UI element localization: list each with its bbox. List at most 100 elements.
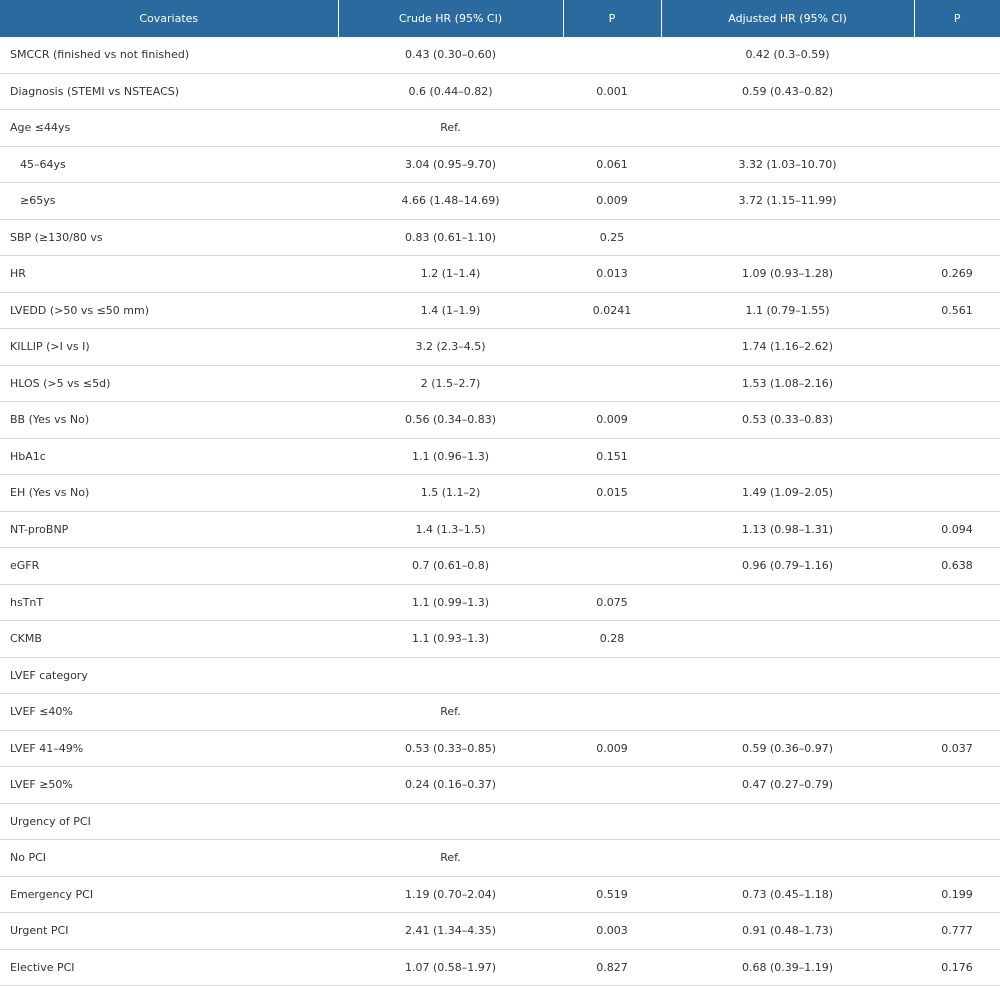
table-row: BB (Yes vs No) 0.56 (0.34–0.83) 0.009 0.53 … (0, 401, 1000, 439)
crude-hr-cell: 1.07 (0.58–1.97) (338, 949, 563, 986)
adjusted-hr-cell: 3.32 (1.03–10.70) (661, 146, 914, 183)
p-crude-cell: 0.015 (563, 474, 661, 512)
crude-hr-cell: Ref. (338, 109, 563, 147)
p-adjusted-cell (914, 182, 1000, 220)
p-crude-cell (563, 511, 661, 548)
adjusted-hr-cell: 1.49 (1.09–2.05) (661, 474, 914, 512)
p-crude-cell: 0.009 (563, 730, 661, 767)
p-crude-cell: 0.003 (563, 912, 661, 950)
header-covariates: Covariates (0, 0, 339, 37)
crude-hr-cell: 0.6 (0.44–0.82) (338, 73, 563, 110)
p-crude-cell: 0.0241 (563, 292, 661, 329)
table-row: 45–64ys 3.04 (0.95–9.70) 0.061 3.32 (1.03–1… (0, 146, 1000, 183)
table-body: SMCCR (finished vs not finished) 0.43 (0.… (0, 37, 1000, 986)
covariate-cell: KILLIP (>I vs I) (0, 328, 338, 366)
adjusted-hr-cell (661, 657, 914, 694)
crude-hr-cell: 0.7 (0.61–0.8) (338, 547, 563, 585)
p-adjusted-cell (914, 693, 1000, 731)
table-row: Diagnosis (STEMI vs NSTEACS) 0.6 (0.44–0.… (0, 73, 1000, 110)
covariate-cell: LVEDD (>50 vs ≤50 mm) (0, 292, 338, 329)
adjusted-hr-cell (661, 620, 914, 658)
crude-hr-cell: 3.04 (0.95–9.70) (338, 146, 563, 183)
table-row: SMCCR (finished vs not finished) 0.43 (0.… (0, 37, 1000, 74)
covariate-cell: Urgent PCI (0, 912, 338, 950)
covariate-cell: eGFR (0, 547, 338, 585)
p-adjusted-cell (914, 803, 1000, 840)
table-row: Age ≤44ys Ref. (0, 109, 1000, 147)
p-adjusted-cell (914, 328, 1000, 366)
crude-hr-cell: 2 (1.5–2.7) (338, 365, 563, 402)
crude-hr-cell: 3.2 (2.3–4.5) (338, 328, 563, 366)
header-p-crude: P (563, 0, 662, 37)
p-crude-cell (563, 109, 661, 147)
p-adjusted-cell (914, 401, 1000, 439)
covariate-cell: SBP (≥130/80 vs (0, 219, 338, 256)
p-adjusted-cell (914, 584, 1000, 621)
covariate-cell: Age ≤44ys (0, 109, 338, 147)
crude-hr-cell: 4.66 (1.48–14.69) (338, 182, 563, 220)
adjusted-hr-cell: 0.59 (0.43–0.82) (661, 73, 914, 110)
p-crude-cell (563, 657, 661, 694)
adjusted-hr-cell: 1.1 (0.79–1.55) (661, 292, 914, 329)
adjusted-hr-cell: 0.59 (0.36–0.97) (661, 730, 914, 767)
p-adjusted-cell (914, 766, 1000, 804)
table-row: LVEF category (0, 657, 1000, 694)
adjusted-hr-cell (661, 109, 914, 147)
crude-hr-cell: 0.53 (0.33–0.85) (338, 730, 563, 767)
table-row: CKMB 1.1 (0.93–1.3) 0.28 (0, 620, 1000, 658)
adjusted-hr-cell: 0.47 (0.27–0.79) (661, 766, 914, 804)
adjusted-hr-cell: 0.68 (0.39–1.19) (661, 949, 914, 986)
covariate-cell: 45–64ys (0, 146, 338, 183)
p-adjusted-cell (914, 474, 1000, 512)
table-row: Elective PCI 1.07 (0.58–1.97) 0.827 0.68 (0… (0, 949, 1000, 986)
p-crude-cell: 0.009 (563, 401, 661, 439)
covariate-cell: Diagnosis (STEMI vs NSTEACS) (0, 73, 338, 110)
table-row: eGFR 0.7 (0.61–0.8) 0.96 (0.79–1.16) 0.638 (0, 547, 1000, 585)
crude-hr-cell: 1.1 (0.93–1.3) (338, 620, 563, 658)
table-row: Urgency of PCI (0, 803, 1000, 840)
covariate-cell: Urgency of PCI (0, 803, 338, 840)
adjusted-hr-cell: 0.73 (0.45–1.18) (661, 876, 914, 913)
p-crude-cell: 0.151 (563, 438, 661, 475)
table-row: Urgent PCI 2.41 (1.34–4.35) 0.003 0.91 (0.4… (0, 912, 1000, 950)
p-crude-cell: 0.009 (563, 182, 661, 220)
adjusted-hr-cell (661, 803, 914, 840)
p-crude-cell: 0.28 (563, 620, 661, 658)
p-adjusted-cell: 0.269 (914, 255, 1000, 293)
crude-hr-cell: 1.1 (0.99–1.3) (338, 584, 563, 621)
p-crude-cell (563, 839, 661, 877)
p-adjusted-cell (914, 839, 1000, 877)
p-adjusted-cell: 0.777 (914, 912, 1000, 950)
covariate-cell: No PCI (0, 839, 338, 877)
adjusted-hr-cell: 0.53 (0.33–0.83) (661, 401, 914, 439)
p-crude-cell: 0.013 (563, 255, 661, 293)
p-adjusted-cell (914, 73, 1000, 110)
crude-hr-cell: Ref. (338, 693, 563, 731)
header-adjusted-hr: Adjusted HR (95% CI) (661, 0, 915, 37)
crude-hr-cell: 1.4 (1–1.9) (338, 292, 563, 329)
p-adjusted-cell: 0.199 (914, 876, 1000, 913)
covariate-cell: Elective PCI (0, 949, 338, 986)
table-row: LVEF ≥50% 0.24 (0.16–0.37) 0.47 (0.27–0.79… (0, 766, 1000, 804)
adjusted-hr-cell: 3.72 (1.15–11.99) (661, 182, 914, 220)
p-adjusted-cell (914, 365, 1000, 402)
p-crude-cell (563, 328, 661, 366)
crude-hr-cell: 0.56 (0.34–0.83) (338, 401, 563, 439)
table-row: LVEDD (>50 vs ≤50 mm) 1.4 (1–1.9) 0.0241 1.… (0, 292, 1000, 329)
p-adjusted-cell (914, 37, 1000, 74)
table-row: NT-proBNP 1.4 (1.3–1.5) 1.13 (0.98–1.31) 0.… (0, 511, 1000, 548)
p-adjusted-cell (914, 146, 1000, 183)
covariate-cell: HR (0, 255, 338, 293)
p-crude-cell: 0.075 (563, 584, 661, 621)
crude-hr-cell: 1.1 (0.96–1.3) (338, 438, 563, 475)
adjusted-hr-cell: 1.53 (1.08–2.16) (661, 365, 914, 402)
table-row: EH (Yes vs No) 1.5 (1.1–2) 0.015 1.49 (1.09… (0, 474, 1000, 512)
table-row: ≥65ys 4.66 (1.48–14.69) 0.009 3.72 (1.15–11… (0, 182, 1000, 220)
table-row: No PCI Ref. (0, 839, 1000, 877)
covariate-cell: EH (Yes vs No) (0, 474, 338, 512)
table-row: HR 1.2 (1–1.4) 0.013 1.09 (0.93–1.28) 0.269 (0, 255, 1000, 293)
adjusted-hr-cell: 0.42 (0.3–0.59) (661, 37, 914, 74)
adjusted-hr-cell (661, 693, 914, 731)
p-adjusted-cell (914, 657, 1000, 694)
